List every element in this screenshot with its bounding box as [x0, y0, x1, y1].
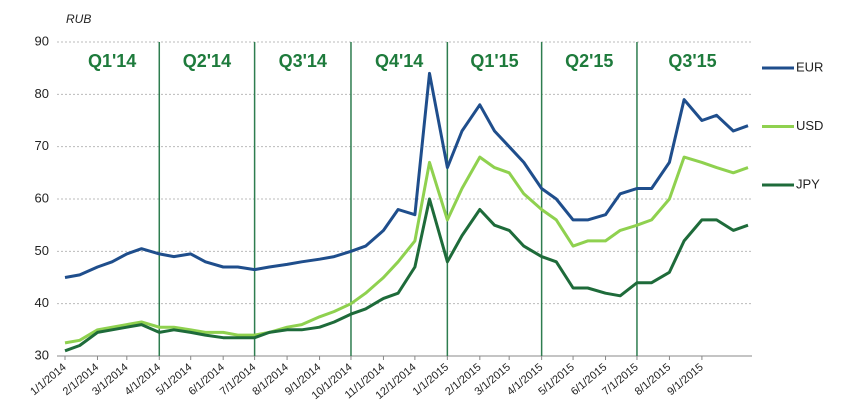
quarter-label: Q4'14	[375, 51, 423, 71]
series-line	[64, 71, 749, 279]
series-line	[64, 155, 749, 345]
legend-label: JPY	[796, 176, 820, 191]
y-tick-label: 70	[35, 138, 49, 153]
y-unit-label: RUB	[66, 12, 91, 26]
y-tick-label: 80	[35, 86, 49, 101]
legend-label: EUR	[796, 59, 823, 74]
quarter-label: Q1'15	[470, 51, 518, 71]
y-tick-label: 90	[35, 33, 49, 48]
quarter-label: Q1'14	[88, 51, 136, 71]
quarter-label: Q2'14	[183, 51, 231, 71]
y-tick-label: 50	[35, 243, 49, 258]
y-tick-label: 30	[35, 347, 49, 362]
quarter-label: Q3'14	[279, 51, 327, 71]
quarter-label: Q3'15	[668, 51, 716, 71]
legend-label: USD	[796, 118, 823, 133]
y-tick-label: 60	[35, 190, 49, 205]
y-tick-label: 40	[35, 295, 49, 310]
series-line	[64, 197, 749, 353]
x-tick-label: 9/1/2015	[665, 361, 706, 398]
quarter-label: Q2'15	[565, 51, 613, 71]
